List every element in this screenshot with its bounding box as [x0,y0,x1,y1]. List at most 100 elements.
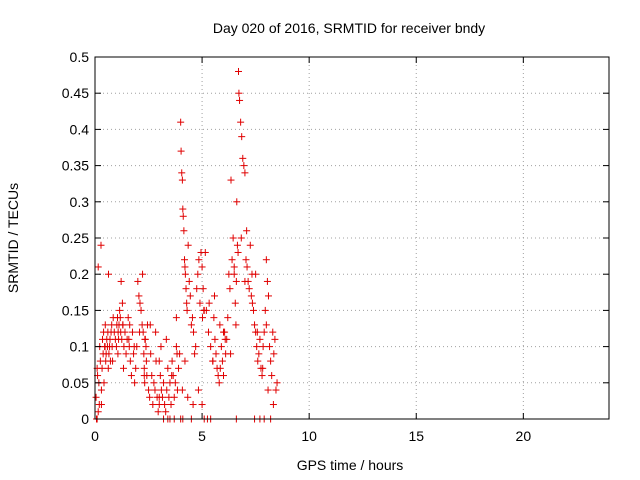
data-point [97,401,105,409]
x-tick-label: 10 [301,428,317,444]
data-point [205,299,213,307]
data-point [135,292,143,300]
data-point [128,328,136,336]
data-point [180,227,188,235]
data-point [241,169,249,177]
data-point [210,314,218,322]
data-point [264,292,272,300]
data-point [168,357,176,365]
data-point [181,270,189,278]
data-point [230,263,238,271]
data-point [101,343,109,351]
data-point [184,393,192,401]
data-point [116,314,124,322]
data-point [114,350,122,358]
axis-ticks [94,56,609,420]
data-point [263,277,271,285]
data-point [258,372,266,380]
data-point [155,393,163,401]
data-point [212,350,220,358]
data-point [132,364,140,372]
data-point [141,335,149,343]
data-point [243,227,251,235]
data-point [190,328,198,336]
data-points [92,67,281,423]
data-point [162,335,170,343]
data-point [260,328,268,336]
data-point [118,299,126,307]
data-point [194,386,202,394]
data-point [142,343,150,351]
data-point [198,263,206,271]
y-tick-label: 0.2 [70,266,90,282]
data-point [101,321,109,329]
data-point [237,234,245,242]
data-point [247,292,255,300]
data-point [216,321,224,329]
data-point [272,386,280,394]
data-point [167,401,175,409]
data-point [234,248,242,256]
data-point [172,314,180,322]
data-point [238,133,246,141]
data-point [181,263,189,271]
data-point [131,379,139,387]
data-point [211,335,219,343]
data-point [97,241,105,249]
data-point [119,364,127,372]
data-point [146,393,154,401]
data-point [139,270,147,278]
data-point [183,299,191,307]
data-point [126,321,134,329]
x-tick-label: 5 [198,428,206,444]
data-point [177,147,185,155]
data-point [215,379,223,387]
data-point [172,343,180,351]
data-point [194,270,202,278]
y-tick-label: 0.45 [62,85,89,101]
data-point [162,408,170,416]
data-point [216,364,224,372]
data-point [178,176,186,184]
data-point [242,256,250,264]
data-point [221,335,229,343]
data-point [183,306,191,314]
grid [95,57,609,419]
data-point [178,169,186,177]
data-point [248,270,256,278]
data-point [112,343,120,351]
data-point [116,306,124,314]
data-point [254,357,262,365]
data-point [269,328,277,336]
data-point [207,343,215,351]
data-point [163,386,171,394]
data-point [179,212,187,220]
data-point [233,198,241,206]
y-axis-label: SRMTID / TECUs [5,183,21,293]
data-point [151,386,159,394]
data-point [271,335,279,343]
data-point [130,343,138,351]
data-point [205,328,213,336]
data-point [266,343,274,351]
data-point [152,328,160,336]
data-point [127,372,135,380]
data-point [193,285,201,293]
data-point [209,357,217,365]
data-point [243,263,251,271]
data-point [234,67,242,75]
data-point [233,241,241,249]
data-point [188,314,196,322]
y-tick-label: 0.05 [62,375,89,391]
data-point [262,321,270,329]
data-point [240,162,248,170]
data-point [200,306,208,314]
data-point [267,357,275,365]
data-point [164,364,172,372]
x-tick-label: 20 [516,428,532,444]
data-point [121,328,129,336]
data-point [231,299,239,307]
data-point [161,401,169,409]
data-point [147,350,155,358]
